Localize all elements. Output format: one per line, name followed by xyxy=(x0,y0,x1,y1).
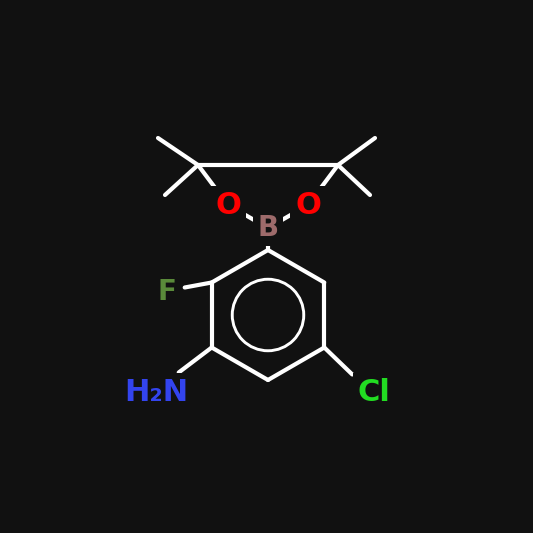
Text: O: O xyxy=(295,190,321,220)
Text: H₂N: H₂N xyxy=(125,378,189,407)
Text: Cl: Cl xyxy=(358,378,391,407)
Text: O: O xyxy=(215,190,241,220)
Text: F: F xyxy=(157,279,176,306)
Text: B: B xyxy=(257,214,279,242)
